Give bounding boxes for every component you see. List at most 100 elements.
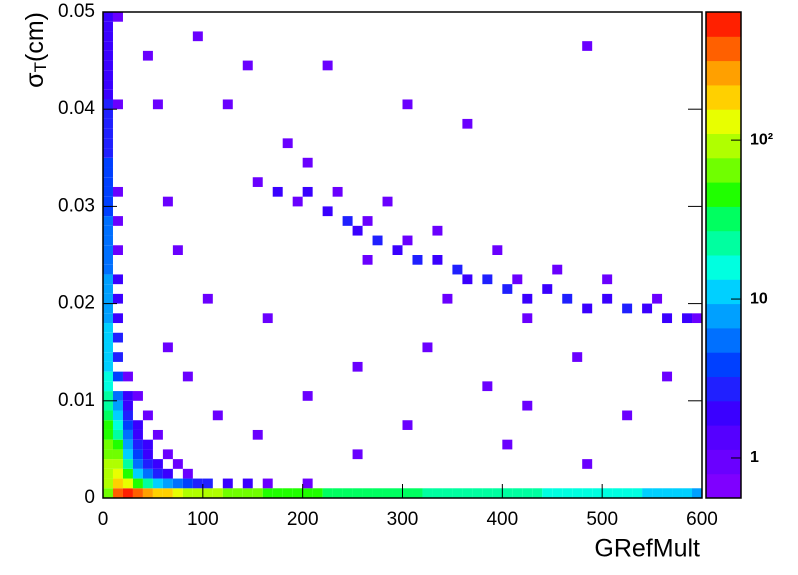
x-tick-label: 400 <box>486 509 518 530</box>
cell <box>412 255 423 265</box>
cell <box>242 60 253 71</box>
cell <box>103 70 113 81</box>
cell <box>162 488 173 498</box>
cell <box>492 245 503 255</box>
cell <box>362 488 373 498</box>
cell <box>112 371 123 382</box>
colorbar-segment <box>706 12 741 37</box>
cell <box>122 468 133 479</box>
colorbar-segment <box>706 449 741 475</box>
cell <box>572 352 583 362</box>
cell <box>122 488 133 498</box>
cell <box>652 293 663 304</box>
colorbar-segment <box>706 255 741 280</box>
cell <box>342 216 353 226</box>
x-tick-label: 200 <box>287 509 319 530</box>
cell <box>202 293 213 304</box>
cell <box>103 138 113 149</box>
cell <box>132 468 143 479</box>
cell <box>302 488 313 498</box>
cell <box>422 342 433 353</box>
cell <box>103 21 113 32</box>
cell <box>103 361 113 372</box>
colorbar-segment <box>706 303 741 329</box>
cell <box>692 488 702 498</box>
cell <box>652 488 663 498</box>
colorbar-segment <box>706 425 741 450</box>
cell <box>162 468 173 479</box>
cell <box>142 488 153 498</box>
cell <box>122 478 133 489</box>
cell <box>112 12 123 22</box>
z-tick-label: 10² <box>750 131 773 148</box>
cell <box>132 459 143 469</box>
cell <box>112 313 123 324</box>
cell <box>432 255 443 265</box>
cell <box>103 323 113 333</box>
cell <box>482 488 493 498</box>
cell <box>103 468 113 479</box>
x-tick-label: 300 <box>387 509 419 530</box>
cell <box>462 488 473 498</box>
cell <box>472 488 483 498</box>
cell <box>672 488 683 498</box>
cell <box>192 31 203 42</box>
cell <box>122 449 133 460</box>
cell <box>103 177 113 187</box>
cell <box>402 420 413 430</box>
cell <box>132 449 143 460</box>
cell <box>162 196 173 207</box>
cell <box>103 342 113 353</box>
cell <box>272 186 283 197</box>
y-axis-symbol: σ <box>21 72 49 88</box>
cell <box>252 488 263 498</box>
cell <box>302 186 313 197</box>
cell <box>522 400 533 411</box>
cell <box>542 488 553 498</box>
colorbar-segment <box>706 206 741 232</box>
cell <box>103 128 113 139</box>
cell <box>432 225 443 236</box>
cell <box>103 12 113 22</box>
cell <box>142 50 153 61</box>
y-tick-label: 0.05 <box>58 1 95 22</box>
cell <box>482 274 493 285</box>
y-tick-label: 0.03 <box>58 195 95 216</box>
colorbar-segment <box>706 84 741 110</box>
cell <box>103 157 113 168</box>
cell <box>103 99 113 110</box>
cell <box>122 410 133 421</box>
cell <box>103 439 113 450</box>
cell <box>352 449 363 460</box>
cell <box>522 293 533 304</box>
colorbar-segment <box>706 182 741 207</box>
cell <box>103 284 113 294</box>
z-tick-label: 10 <box>750 290 768 307</box>
y-tick-label: 0.02 <box>58 293 95 314</box>
colorbar-segment <box>706 157 741 183</box>
cell <box>302 391 313 401</box>
cell <box>512 488 523 498</box>
cell <box>112 410 123 421</box>
cell <box>112 468 123 479</box>
cell <box>222 488 233 498</box>
cell <box>392 245 403 255</box>
cell <box>172 478 183 489</box>
cell <box>103 255 113 265</box>
cell <box>103 31 113 42</box>
cell <box>112 293 123 304</box>
cell <box>322 206 333 217</box>
cell <box>332 488 343 498</box>
cell <box>103 274 113 285</box>
x-tick-label: 600 <box>686 509 718 530</box>
y-axis-title: σT(cm) <box>21 12 51 88</box>
cell <box>103 148 113 158</box>
cell <box>632 488 643 498</box>
cell <box>152 478 163 489</box>
y-tick-label: 0.01 <box>58 390 95 411</box>
colorbar-segment <box>706 60 741 86</box>
cell <box>402 235 413 246</box>
cell <box>103 245 113 255</box>
cell <box>222 99 233 110</box>
cell <box>432 488 443 498</box>
